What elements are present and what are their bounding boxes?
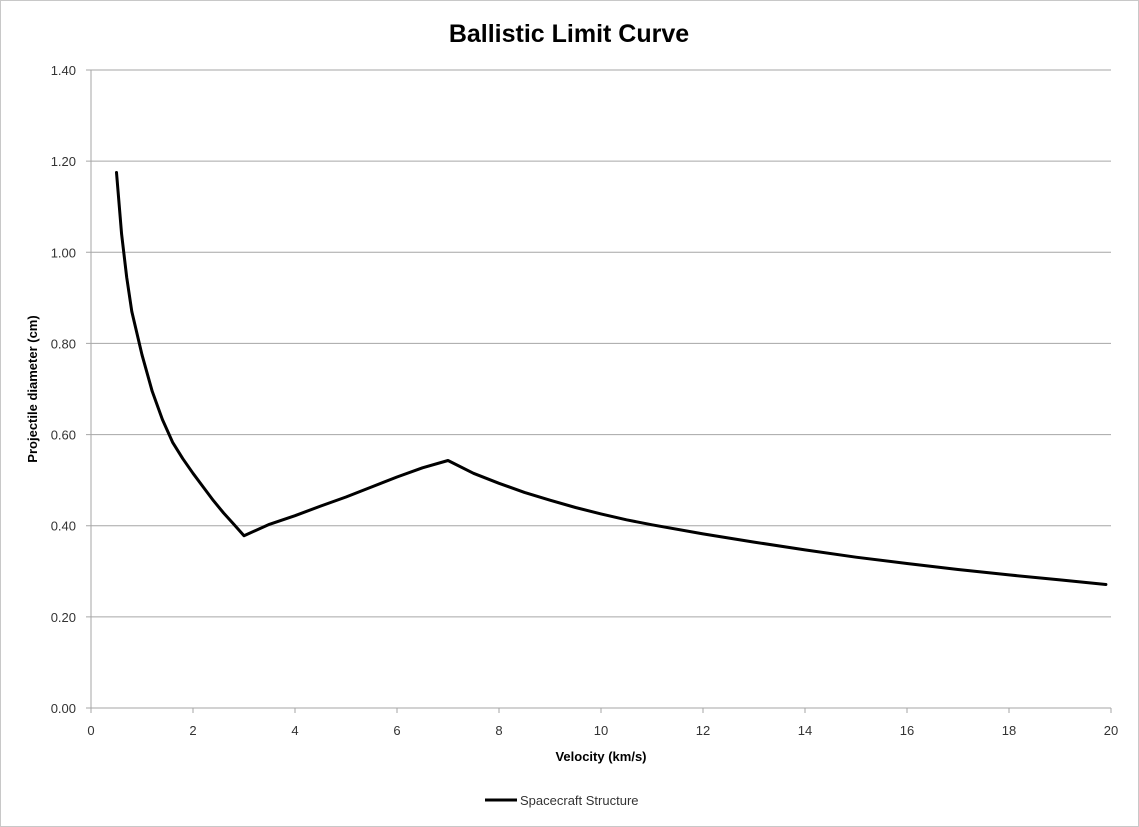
x-tick-label: 20 (1104, 723, 1118, 738)
y-tick-label: 1.20 (51, 154, 76, 169)
y-axis-label: Projectile diameter (cm) (25, 315, 40, 462)
series-layer (115, 171, 1108, 586)
y-tick-label: 0.00 (51, 701, 76, 716)
legend-label: Spacecraft Structure (520, 793, 639, 808)
y-tick-labels: 0.00 0.20 0.40 0.60 0.80 1.00 1.20 1.40 (51, 63, 76, 716)
x-tick-label: 18 (1002, 723, 1016, 738)
y-tick-label: 0.20 (51, 610, 76, 625)
x-tick-label: 0 (87, 723, 94, 738)
x-tick-label: 4 (291, 723, 298, 738)
chart-title: Ballistic Limit Curve (449, 20, 689, 48)
x-tick-label: 14 (798, 723, 812, 738)
y-tick-label: 0.80 (51, 336, 76, 351)
x-tick-label: 8 (495, 723, 502, 738)
x-axis-label: Velocity (km/s) (555, 749, 646, 764)
x-tick-label: 10 (594, 723, 608, 738)
y-tick-label: 1.00 (51, 245, 76, 260)
y-tick-label: 1.40 (51, 63, 76, 78)
y-tick-label: 0.60 (51, 428, 76, 443)
series-line (115, 171, 1108, 586)
grid-layer (86, 69, 1112, 713)
x-tick-labels: 0 2 4 6 8 10 12 14 16 18 20 (87, 723, 1118, 738)
y-tick-label: 0.40 (51, 519, 76, 534)
x-tick-label: 12 (696, 723, 710, 738)
x-tick-label: 16 (900, 723, 914, 738)
legend: Spacecraft Structure (485, 793, 639, 808)
x-tick-label: 2 (189, 723, 196, 738)
x-tick-label: 6 (393, 723, 400, 738)
